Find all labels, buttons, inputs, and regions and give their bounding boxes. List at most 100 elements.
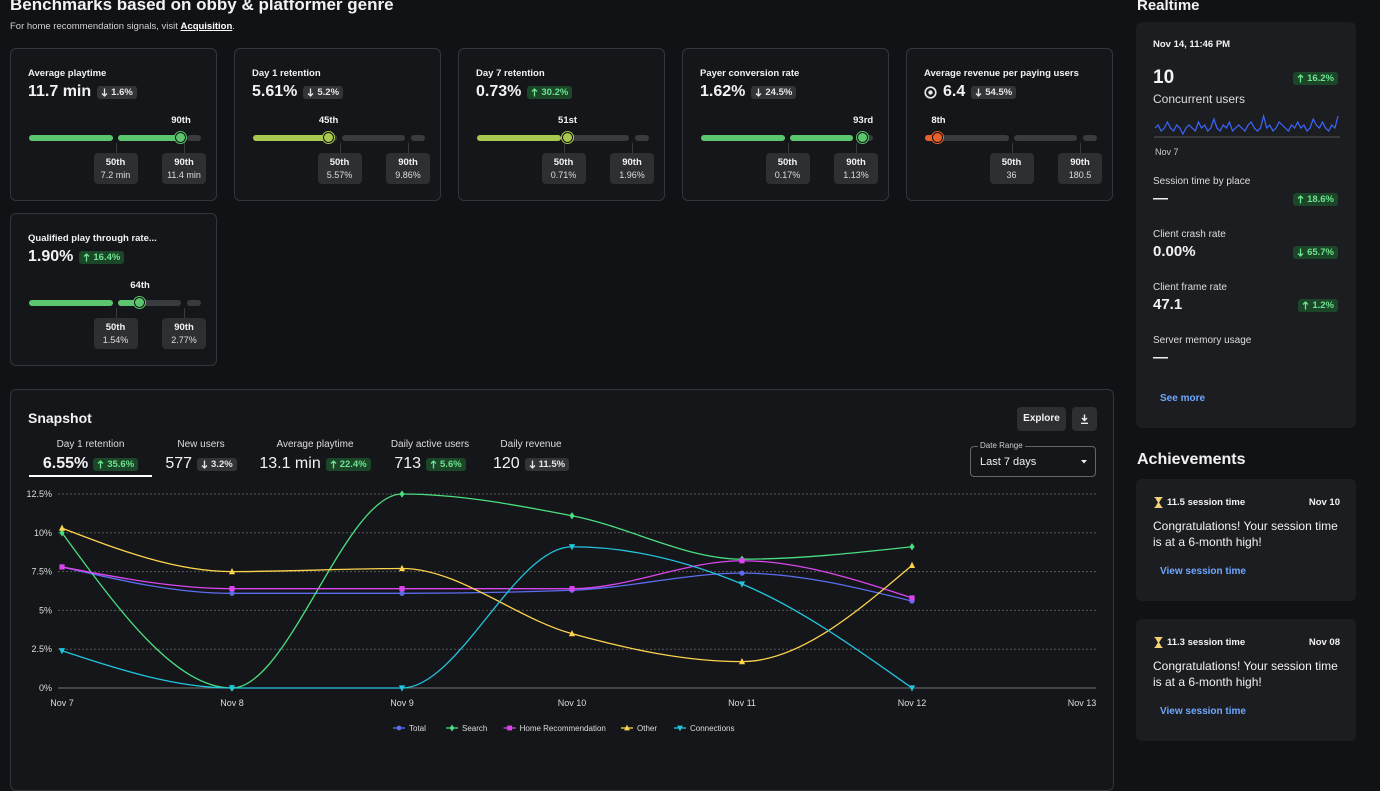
caret-path — [1081, 460, 1087, 464]
marker-value: 1.96% — [619, 170, 645, 180]
marker-value: 11.4 min — [167, 170, 201, 180]
x-tick-label: Nov 8 — [220, 698, 244, 708]
achievement-date: Nov 10 — [1308, 497, 1340, 508]
change-value: 3.2% — [211, 458, 233, 470]
page: { "header": {"title": "Benchmarks based … — [10, 0, 1356, 791]
robux-inner — [928, 89, 933, 95]
marker-value: 5.57% — [326, 170, 353, 180]
marker-box: 90th 180.5 — [1058, 153, 1102, 184]
change-value: 65.7% — [1307, 247, 1334, 258]
achievements-title: Achievements — [1137, 451, 1246, 468]
snapshot-title: Snapshot — [28, 410, 92, 426]
y-tick-label: 0% — [39, 683, 52, 693]
arrow-icon — [1297, 195, 1304, 204]
metric-label: Client frame rate — [1153, 282, 1227, 293]
acquisition-link[interactable]: Acquisition — [180, 21, 233, 32]
series-line — [61, 493, 913, 689]
y-tick-label: 2.5% — [31, 644, 52, 654]
percentile-dot — [857, 132, 869, 143]
explore-button[interactable]: Explore — [1017, 407, 1066, 431]
snapshot-tab[interactable]: Average playtime 13.1 min 22.4% — [257, 439, 373, 477]
tab-value: 120 — [492, 455, 520, 472]
date-range-select[interactable]: Date Range Last 7 days — [970, 441, 1096, 477]
x-tick-label: Nov 12 — [898, 698, 927, 708]
tab-value: 713 — [394, 455, 422, 472]
point-marker — [228, 685, 236, 692]
track-fill — [790, 135, 853, 141]
change-pill: 18.6% — [1293, 193, 1338, 206]
point-marker — [908, 685, 916, 692]
snapshot-tab[interactable]: Daily active users 713 5.6% — [381, 439, 479, 477]
marker-stem — [339, 143, 341, 153]
metric-label: Client crash rate — [1153, 229, 1226, 240]
point-marker — [59, 564, 65, 570]
point-marker — [569, 586, 575, 592]
sparkline-start: Nov 7 — [1155, 147, 1179, 157]
snapshot-tab[interactable]: New users 577 3.2% — [161, 439, 241, 477]
point-marker — [58, 524, 66, 531]
subtitle-text: For home recommendation signals, visit — [10, 21, 178, 32]
track-fill — [253, 135, 329, 141]
arrow-path — [1297, 195, 1304, 204]
legend-label: Other — [637, 724, 657, 732]
point-marker — [229, 586, 235, 592]
snapshot-tab[interactable]: Day 1 retention 6.55% 35.6% — [29, 439, 152, 477]
marker-stem — [408, 143, 409, 153]
x-tick-label: Nov 9 — [390, 698, 414, 708]
robux-icon — [924, 85, 937, 99]
achievement-card: 11.3 session time Nov 08 Congratulations! … — [1136, 619, 1356, 741]
marker-stem — [115, 308, 117, 318]
marker-box: 90th 11.4 min — [162, 153, 206, 184]
legend-label: Search — [462, 724, 487, 732]
download-button[interactable] — [1072, 407, 1097, 431]
marker-stem — [115, 143, 117, 153]
percentile-label: 93rd — [853, 115, 874, 126]
x-tick-label: Nov 13 — [1068, 698, 1097, 708]
series-line — [61, 546, 913, 689]
arrow-icon — [83, 252, 90, 261]
percentile-label: 64th — [130, 280, 150, 291]
benchmark-value-row: 6.4 54.5% — [924, 83, 1017, 101]
benchmark-value-row: 1.90% 16.4% — [28, 248, 125, 266]
marker-label: 50th — [329, 157, 350, 168]
change-value: 22.4% — [339, 458, 367, 470]
point-marker — [449, 724, 455, 732]
track-segment — [187, 300, 201, 306]
arrow-path — [1302, 301, 1309, 310]
change-value: 54.5% — [985, 86, 1013, 98]
benchmark-card: Average playtime 11.7 min 1.6% 90th 50th 7.2 … — [10, 48, 217, 201]
see-more-link[interactable]: See more — [1160, 393, 1206, 404]
marker-stem — [563, 143, 565, 153]
benchmark-value: 1.62% — [700, 83, 746, 100]
achievement-link[interactable]: View session time — [1160, 566, 1246, 577]
tab-value: 6.55% — [42, 455, 89, 472]
benchmark-value-row: 11.7 min 1.6% — [28, 83, 137, 101]
marker-label: 50th — [777, 157, 798, 168]
change-value: 16.2% — [1307, 73, 1334, 84]
metric-label: Session time by place — [1153, 176, 1251, 187]
concurrent-label: Concurrent users — [1153, 92, 1246, 106]
marker-label: 90th — [174, 322, 194, 333]
x-tick-label: Nov 7 — [50, 698, 74, 708]
benchmark-card: Payer conversion rate 1.62% 24.5% 93rd 50th 0… — [682, 48, 889, 201]
percentile-label: 51st — [558, 115, 578, 126]
point-marker — [568, 544, 576, 551]
tab-label: Daily revenue — [500, 439, 562, 450]
marker-label: 90th — [174, 157, 194, 168]
change-value: 11.5% — [538, 458, 566, 470]
change-pill: 16.4% — [79, 250, 125, 264]
robux-outer — [924, 85, 937, 99]
achievement-title: 11.3 session time — [1167, 637, 1246, 648]
tab-label: Day 1 retention — [56, 439, 125, 450]
arrow-path — [755, 88, 762, 97]
marker-label: 50th — [1001, 157, 1022, 168]
marker-box: 50th 1.54% — [93, 318, 138, 349]
arrow-icon — [430, 459, 437, 468]
snapshot-tab[interactable]: Daily revenue 120 11.5% — [491, 439, 571, 477]
marker-stem — [856, 143, 857, 153]
marker-stem — [1080, 143, 1081, 153]
arrow-path — [531, 87, 538, 96]
change-pill: 5.6% — [426, 457, 466, 471]
change-value: 18.6% — [1307, 194, 1334, 205]
achievement-link[interactable]: View session time — [1160, 706, 1246, 717]
